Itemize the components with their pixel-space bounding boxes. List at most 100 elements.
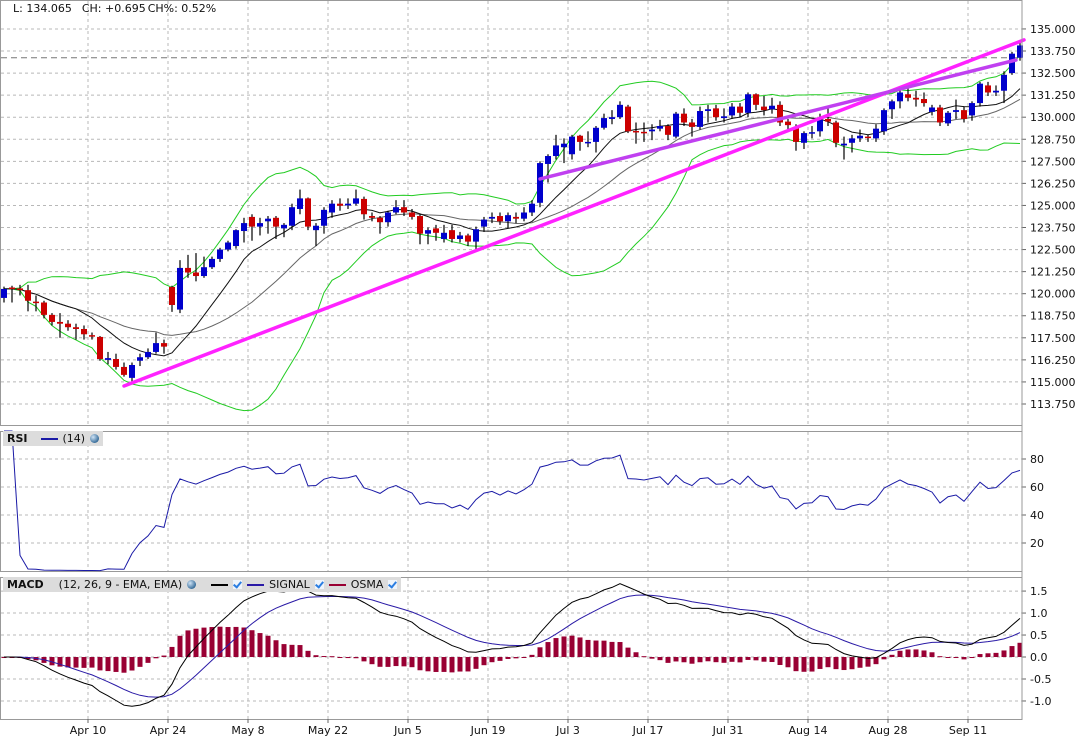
candle-body [1001, 74, 1007, 91]
price-y-tick-label: 125.000 [1030, 199, 1076, 212]
osma-bar [97, 657, 103, 671]
candle-body [681, 113, 687, 123]
osma-bar [425, 657, 431, 672]
price-y-tick-label: 126.250 [1030, 177, 1076, 190]
candle [1009, 51, 1015, 75]
candle-body [545, 156, 551, 164]
osma-bar [953, 657, 959, 659]
candle [921, 92, 927, 107]
osma-bar [177, 635, 183, 658]
price-y-tick-label: 132.500 [1030, 67, 1076, 80]
candle-body [713, 108, 719, 118]
rsi-y-tick-label: 20 [1030, 537, 1044, 550]
osma-bar [105, 657, 111, 672]
osma-bar [489, 657, 495, 663]
candle-body [705, 109, 711, 112]
candle [225, 240, 231, 252]
candle [113, 353, 119, 370]
osma-bar [697, 657, 703, 663]
osma-bar [553, 638, 559, 658]
candle-body [201, 267, 207, 277]
candle [801, 131, 807, 149]
candle [465, 233, 471, 247]
candle [369, 212, 375, 222]
candle [105, 351, 111, 365]
price-readout: L: 134.065 CH: +0.695 CH%: 0.52% [13, 2, 226, 15]
osma-bar [505, 657, 511, 659]
rsi-line [4, 430, 1021, 572]
candle [681, 108, 687, 127]
osma-bar [945, 657, 951, 659]
candle [137, 353, 143, 367]
candle [409, 208, 415, 220]
osma-bar [777, 657, 783, 666]
candle [81, 325, 87, 340]
osma-visible-checkbox[interactable] [388, 580, 398, 589]
osma-bar [337, 657, 343, 659]
candle [577, 134, 583, 151]
signal-visible-checkbox[interactable] [314, 580, 324, 589]
candle [841, 136, 847, 160]
osma-bar [873, 657, 879, 665]
candle-body [777, 104, 783, 123]
osma-bar [761, 657, 767, 662]
sma-slow-line [3, 98, 1021, 336]
candle-body [25, 290, 31, 301]
candle [969, 101, 975, 121]
candle [57, 313, 63, 338]
candle [1, 286, 7, 303]
price-y-tick-label: 133.750 [1030, 45, 1076, 58]
candle [689, 118, 695, 137]
candle [297, 189, 303, 215]
candle [777, 101, 783, 127]
settings-globe-icon[interactable] [90, 434, 100, 443]
candle-body [617, 104, 623, 118]
osma-bar [65, 657, 71, 668]
candle [753, 93, 759, 111]
candle [313, 223, 319, 247]
price-panel-frame [0, 0, 1023, 426]
candle-body [177, 267, 183, 310]
candle-body [601, 118, 607, 128]
macd-visible-checkbox[interactable] [233, 580, 243, 589]
osma-bar [681, 657, 687, 663]
osma-bar [473, 657, 479, 669]
candle-body [353, 198, 359, 204]
osma-bar [129, 657, 135, 671]
osma-bar [305, 650, 311, 658]
candle-body [553, 145, 559, 157]
osma-bar [833, 657, 839, 670]
candle [265, 216, 271, 234]
osma-bar [225, 627, 231, 658]
candle-body [49, 314, 55, 322]
candle [825, 108, 831, 127]
candle-body [233, 230, 239, 247]
candle-body [969, 103, 975, 116]
settings-globe-icon[interactable] [187, 580, 197, 589]
x-tick-label: Aug 14 [789, 724, 828, 737]
macd-y-tick-label: 1.5 [1030, 585, 1048, 598]
candle-body [489, 216, 495, 219]
candle-body [209, 258, 215, 268]
candle-body [769, 105, 775, 110]
candle [993, 85, 999, 97]
candle [769, 97, 775, 114]
candle-body [537, 163, 543, 203]
candle-body [1009, 53, 1015, 74]
candle [865, 134, 871, 142]
candle-body [561, 143, 567, 148]
candle-body [193, 272, 199, 277]
osma-bar [801, 657, 807, 672]
candle-body [265, 218, 271, 222]
osma-bar [617, 642, 623, 658]
candle [873, 124, 879, 142]
price-y-tick-label: 113.750 [1030, 398, 1076, 411]
osma-bar [313, 655, 319, 658]
osma-bar [49, 657, 55, 666]
candle [641, 122, 647, 142]
osma-bar [81, 657, 87, 668]
signal-line-swatch [247, 583, 265, 586]
candle-body [41, 302, 47, 315]
osma-bar [353, 657, 359, 659]
candle-body [745, 94, 751, 113]
